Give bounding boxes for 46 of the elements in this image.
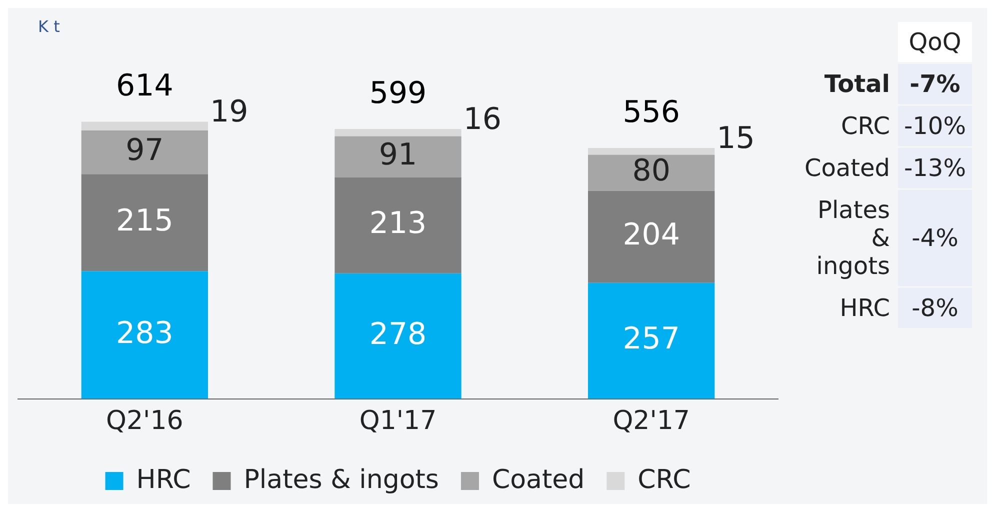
total-label: 556 [622,94,680,130]
bar [334,273,462,399]
text: QoQ [898,22,972,62]
category-label: CRC [840,111,891,142]
data-label: 204 [622,218,680,253]
text: -13% [904,154,966,182]
bar [334,177,462,274]
text: -7% [910,70,960,98]
category-label: Coated [803,153,891,184]
bar [588,190,715,283]
data-label: 16 [463,102,502,137]
total-label: 614 [116,68,174,104]
data-label: 257 [622,322,680,357]
bar [334,136,462,178]
x-tick-label: Q2'17 [612,406,690,436]
legend-label: HRC [136,464,191,495]
data-label: 97 [126,133,164,168]
category-label: HRC [838,293,891,324]
category-label: Plates & ingots [815,195,891,282]
data-label: 15 [716,120,755,156]
bar [81,174,208,272]
data-label: 215 [116,203,174,238]
data-label: 278 [369,316,427,352]
bar [588,148,715,155]
data-label: 91 [378,138,418,173]
text: -4% [912,224,958,252]
bar [588,154,715,191]
text: -10% [904,112,966,140]
data-label: 19 [210,94,248,130]
text: -8% [912,294,958,322]
x-tick-label: Q2'16 [106,406,184,436]
data-label: 213 [369,206,427,242]
bar [81,130,208,174]
total-label: 599 [369,76,427,111]
bar [588,282,715,399]
legend-label: Coated [492,464,585,495]
category-label: Total [823,69,891,100]
legend-label: Plates & ingots [244,464,439,495]
y-axis-title: K t [38,17,60,36]
bar [334,129,462,136]
bar [81,122,208,130]
data-label: 283 [116,316,174,351]
x-tick-label: Q1'17 [359,406,437,436]
data-label: 80 [632,154,670,189]
bar [81,271,208,399]
legend-label: CRC [638,464,691,495]
